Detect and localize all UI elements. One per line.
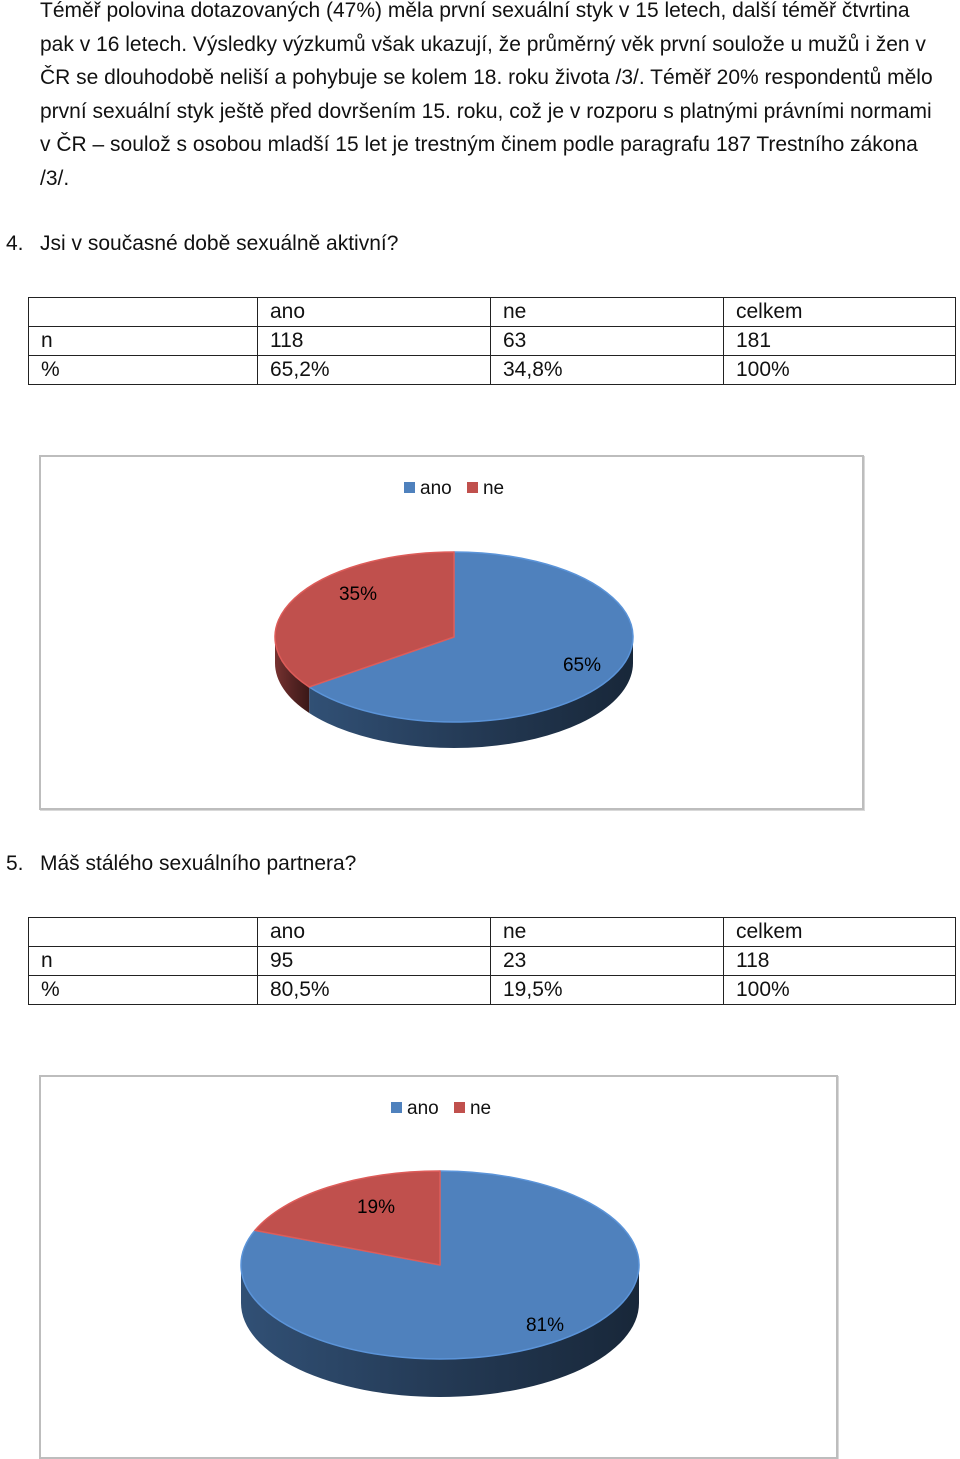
legend-label: ne [469, 1098, 492, 1119]
legend-item-ano: ano [404, 478, 452, 499]
data-label-ano: 81% [526, 1315, 564, 1336]
q4-pie-svg: 65% 35% [274, 551, 634, 748]
table-cell: 118 [257, 326, 491, 356]
question-number: 4. [6, 232, 24, 255]
table-cell: ano [257, 917, 491, 947]
table-cell: 19,5% [490, 975, 724, 1005]
legend-item-ne: ne [453, 1098, 492, 1119]
q5-table: ano ne celkem n 95 23 118 % 80,5% 19,5% … [28, 917, 956, 1005]
table-cell: % [28, 355, 258, 385]
pie-slice-ano [308, 551, 634, 723]
question-text: Jsi v současné době sexuálně aktivní? [40, 232, 399, 255]
legend-swatch [466, 482, 478, 493]
pie-side-ano [241, 1265, 639, 1397]
table-row: % 80,5% 19,5% 100% [28, 975, 956, 1005]
table-header-row: ano ne celkem [28, 297, 956, 327]
q4-pie-chart: ano ne 65% 35% [39, 455, 864, 810]
table-row: n 118 63 181 [28, 326, 956, 356]
data-label-ne: 35% [339, 584, 377, 605]
chart-legend: ano ne [391, 1098, 501, 1120]
data-label-ano: 65% [563, 655, 601, 676]
table-cell: celkem [723, 297, 956, 327]
table-cell: ne [490, 297, 724, 327]
table-cell: 23 [490, 946, 724, 976]
q5-pie-svg: 81% 19% [240, 1170, 640, 1397]
legend-label: ano [407, 1098, 439, 1119]
question-4-heading: 4. Jsi v současné době sexuálně aktivní? [6, 230, 398, 258]
question-5-heading: 5. Máš stálého sexuálního partnera? [6, 850, 356, 878]
data-label-ne: 19% [357, 1197, 395, 1218]
table-cell: 100% [723, 975, 956, 1005]
pie-side-ne [275, 637, 310, 713]
table-cell: 80,5% [257, 975, 491, 1005]
pie-side-ano [309, 637, 633, 748]
table-cell [28, 297, 258, 327]
table-cell: celkem [723, 917, 956, 947]
table-cell: n [28, 946, 258, 976]
table-cell: 65,2% [257, 355, 491, 385]
table-cell: 181 [723, 326, 956, 356]
q5-pie-chart: ano ne 81% 19% [39, 1075, 838, 1459]
table-cell: 100% [723, 355, 956, 385]
intro-paragraph: Téměř polovina dotazovaných (47%) měla p… [40, 0, 933, 190]
table-cell: 63 [490, 326, 724, 356]
table-row: % 65,2% 34,8% 100% [28, 355, 956, 385]
legend-label: ano [420, 478, 452, 499]
table-cell: ano [257, 297, 491, 327]
chart-legend: ano ne [404, 478, 514, 500]
table-cell: % [28, 975, 258, 1005]
legend-swatch [404, 482, 415, 493]
legend-item-ne: ne [466, 478, 505, 499]
table-cell [28, 917, 258, 947]
pie-slice-ne [274, 551, 455, 688]
table-row: n 95 23 118 [28, 946, 956, 976]
table-cell: 95 [257, 946, 491, 976]
table-header-row: ano ne celkem [28, 917, 956, 947]
table-cell: ne [490, 917, 724, 947]
table-cell: 34,8% [490, 355, 724, 385]
table-cell: n [28, 326, 258, 356]
table-cell: 118 [723, 946, 956, 976]
legend-swatch [391, 1102, 402, 1113]
q4-table: ano ne celkem n 118 63 181 % 65,2% 34,8%… [28, 297, 956, 385]
legend-label: ne [482, 478, 505, 499]
pie-slice-ne [254, 1170, 441, 1266]
legend-swatch [453, 1102, 465, 1113]
legend-item-ano: ano [391, 1098, 439, 1119]
question-number: 5. [6, 852, 24, 875]
question-text: Máš stálého sexuálního partnera? [40, 852, 357, 875]
